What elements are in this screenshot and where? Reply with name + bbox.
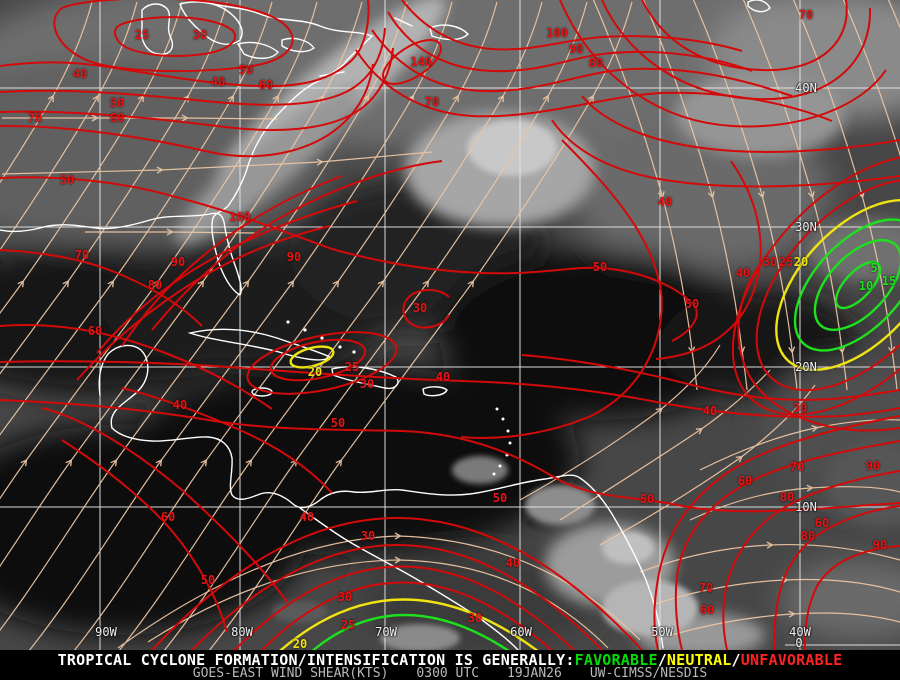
legend-text: TROPICAL CYCLONE FORMATION/INTENSIFICATI… <box>57 651 575 669</box>
streamline <box>654 576 900 605</box>
streamline <box>692 0 798 391</box>
streamline <box>842 0 900 157</box>
streamline <box>667 610 900 637</box>
legend-favorable: FAVORABLE <box>574 651 658 669</box>
valid-date: 19JAN26 <box>507 666 562 680</box>
streamline <box>792 0 898 391</box>
data-source: UW-CIMSS/NESDIS <box>589 666 708 680</box>
streamline <box>0 1 93 467</box>
map-canvas <box>0 0 900 650</box>
island-dots <box>286 320 512 476</box>
streamline <box>599 384 816 546</box>
streamline <box>689 484 900 521</box>
annotation-bar: TROPICAL CYCLONE FORMATION/INTENSIFICATI… <box>0 650 900 680</box>
legend-sep1: / <box>657 651 667 669</box>
legend-unfavorable: UNFAVORABLE <box>740 651 843 669</box>
credit-line: GOES-EAST WIND SHEAR(KTS) 0300 UTC 19JAN26… <box>0 666 900 680</box>
streamline <box>85 228 259 236</box>
product-name: GOES-EAST WIND SHEAR(KTS) <box>192 666 389 680</box>
valid-time: 0300 UTC <box>416 666 480 680</box>
streamline <box>208 1 633 650</box>
streamline <box>0 1 138 467</box>
satellite-map: 25 30 40 50 40 60 50 60 70 140 100 90 80 70 70 50 100 90 7… <box>0 0 900 650</box>
shear-contours-red <box>0 0 900 650</box>
shear-contours-green <box>311 218 900 650</box>
legend-neutral: NEUTRAL <box>666 651 732 669</box>
streamline <box>1 151 433 175</box>
legend-sep2: / <box>731 651 741 669</box>
legend-line: TROPICAL CYCLONE FORMATION/INTENSIFICATI… <box>0 651 900 669</box>
